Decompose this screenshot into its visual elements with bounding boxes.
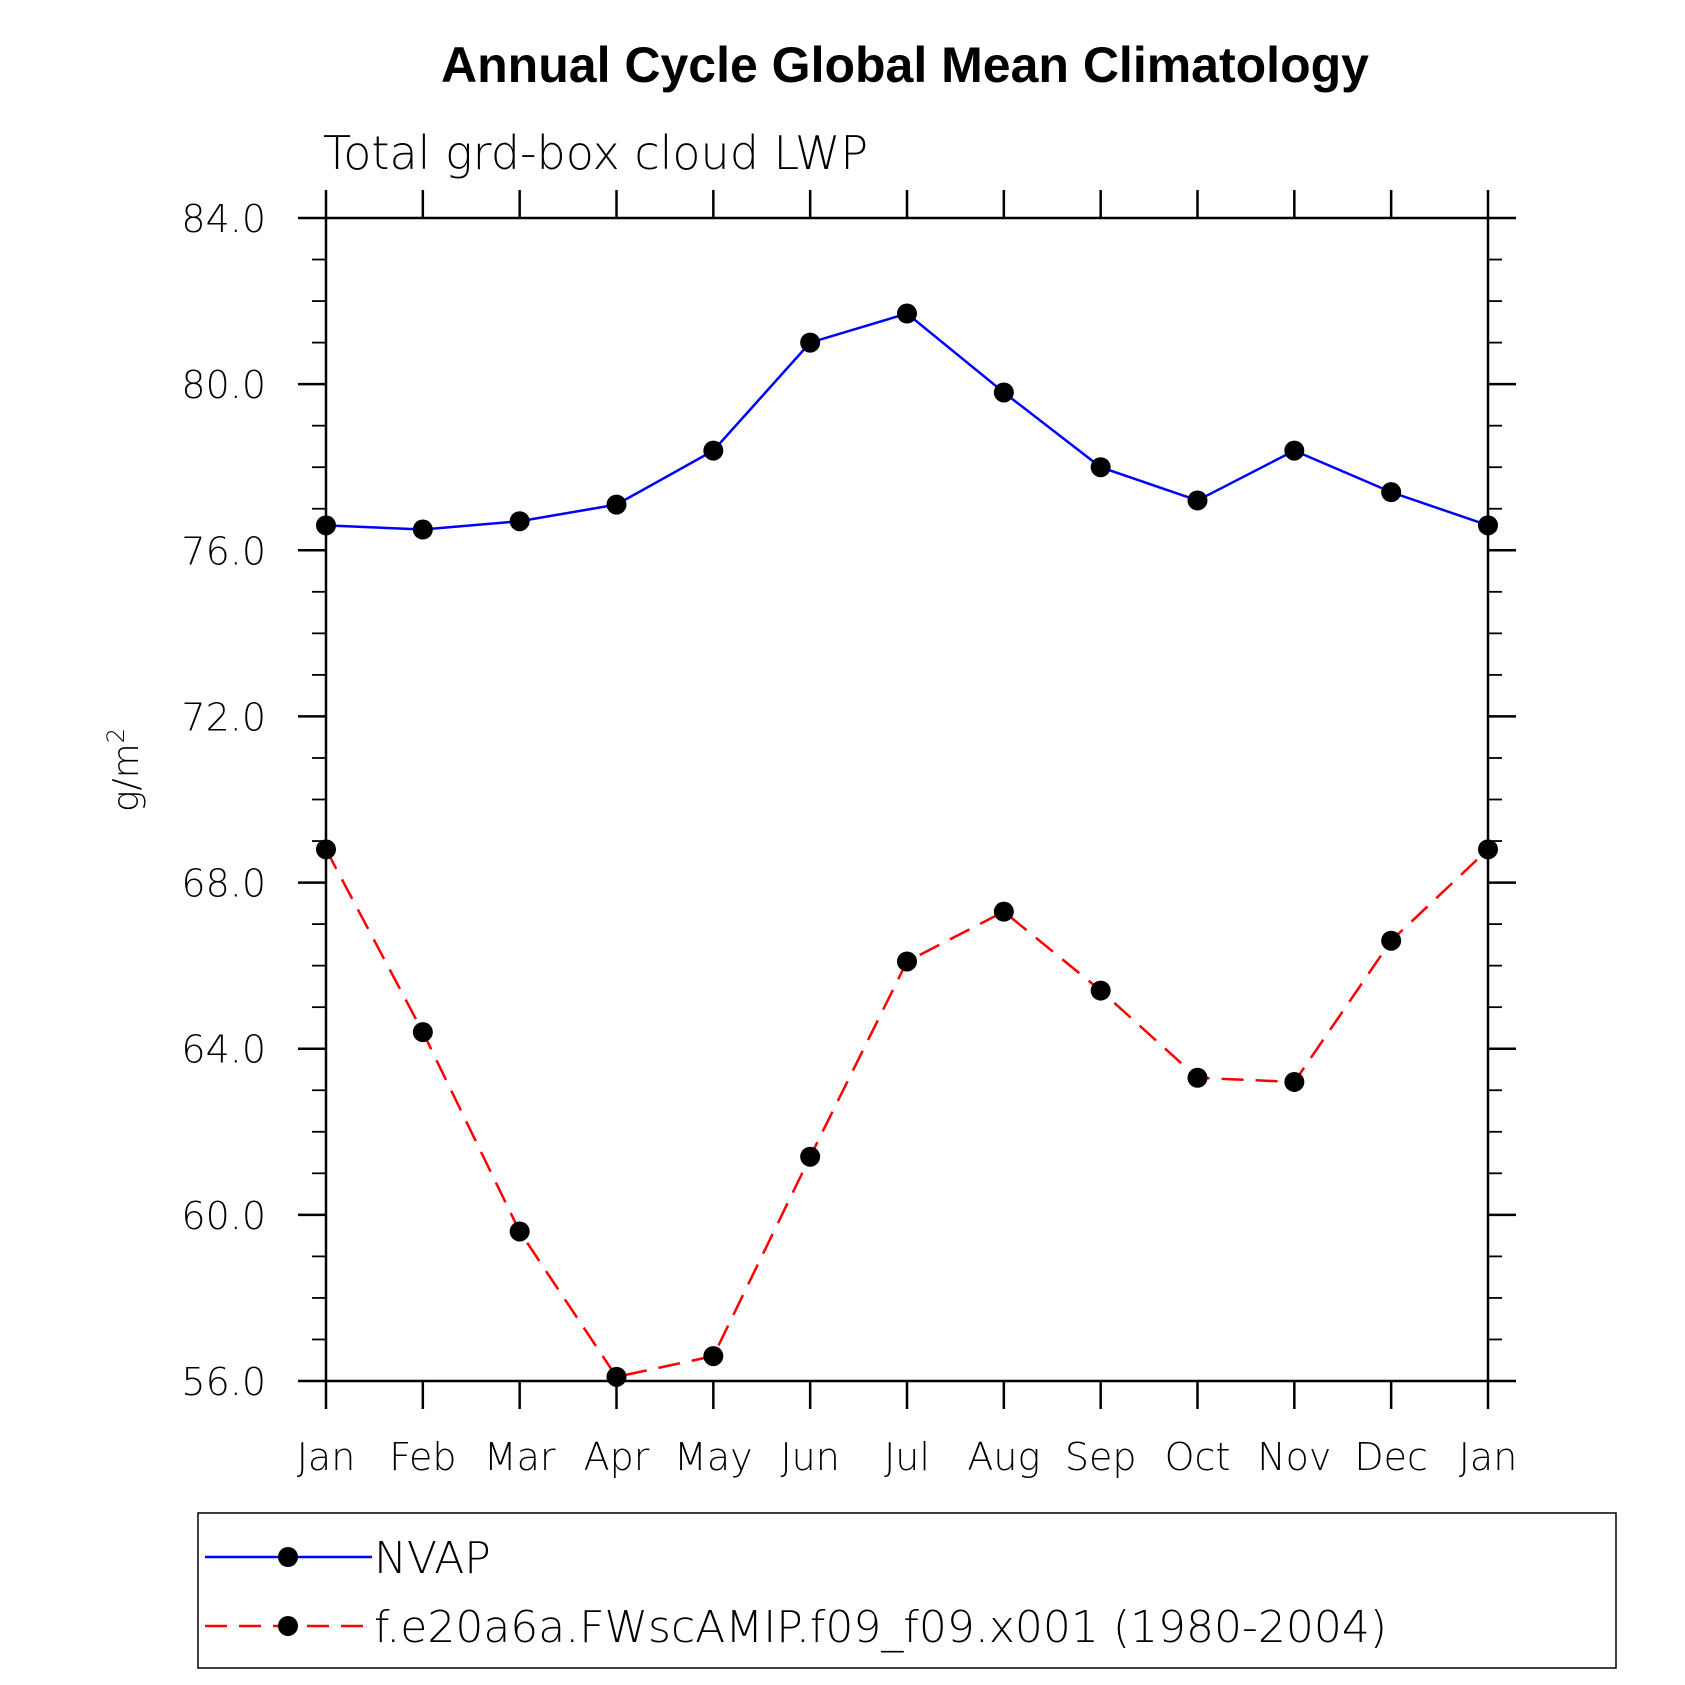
legend-entry: NVAP — [205, 1533, 491, 1584]
data-point — [412, 1022, 433, 1043]
data-point — [897, 951, 917, 972]
data-point — [316, 515, 336, 536]
x-tick-label: Aug — [967, 1435, 1040, 1479]
x-tick-label: Jan — [297, 1435, 356, 1479]
data-point — [1090, 980, 1111, 1001]
data-point — [1478, 515, 1498, 536]
data-point — [993, 382, 1014, 403]
series-1 — [316, 303, 1498, 540]
legend-entries: NVAP f.e20a6a.FWscAMIP.f09_f09.x001 (1980… — [205, 1533, 1387, 1653]
x-tick-label: Oct — [1165, 1435, 1231, 1479]
chart-title: Annual Cycle Global Mean Climatology — [441, 37, 1369, 93]
plot-border — [324, 216, 1490, 1383]
chart-subtitle: Total grd-box cloud LWP — [323, 126, 868, 180]
legend-entry: f.e20a6a.FWscAMIP.f09_f09.x001 (1980-200… — [205, 1602, 1387, 1653]
x-tick-label: Jun — [780, 1435, 839, 1479]
data-point — [703, 1346, 724, 1367]
y-tick-label: 84.0 — [181, 197, 266, 241]
x-tick-label: Nov — [1257, 1435, 1331, 1479]
legend-label: f.e20a6a.FWscAMIP.f09_f09.x001 (1980-200… — [374, 1602, 1387, 1653]
data-point — [1284, 1071, 1305, 1092]
series-2 — [316, 839, 1498, 1387]
data-point — [1090, 457, 1111, 478]
data-point — [606, 1366, 627, 1387]
y-tick-label: 64.0 — [181, 1028, 266, 1072]
series-layer — [316, 303, 1498, 1387]
x-tick-label: Dec — [1354, 1435, 1428, 1479]
x-tick-label: May — [674, 1435, 753, 1479]
y-tick-label: 72.0 — [181, 695, 266, 739]
axis-ticks — [298, 190, 1516, 1409]
data-point — [1381, 930, 1402, 951]
x-tick-label: Feb — [389, 1435, 456, 1479]
y-tick-labels: 56.0 60.0 64.0 68.0 72.0 76.0 80.0 84.0 — [181, 197, 266, 1404]
data-point — [1381, 482, 1402, 503]
legend-box — [197, 1512, 1617, 1669]
legend-label: NVAP — [374, 1533, 491, 1584]
legend-marker — [278, 1616, 298, 1636]
x-tick-label: Jan — [1459, 1435, 1518, 1479]
x-tick-label: Mar — [484, 1435, 556, 1479]
plot-frame — [324, 216, 1490, 1383]
x-tick-label: Jul — [884, 1435, 930, 1479]
y-tick-label: 68.0 — [181, 862, 266, 906]
x-tick-label: Sep — [1065, 1435, 1137, 1479]
data-point — [993, 901, 1014, 922]
data-point — [897, 303, 917, 324]
data-point — [316, 839, 336, 860]
legend: NVAP f.e20a6a.FWscAMIP.f09_f09.x001 (1980… — [197, 1512, 1617, 1669]
data-point — [509, 1221, 530, 1242]
data-point — [412, 519, 433, 540]
data-point — [800, 332, 821, 353]
y-tick-label: 60.0 — [181, 1194, 266, 1238]
data-point — [703, 440, 724, 461]
legend-marker — [278, 1547, 298, 1567]
y-tick-label: 80.0 — [181, 363, 266, 407]
svg-text:g/m2: g/m2 — [102, 728, 147, 812]
data-point — [1187, 490, 1208, 511]
data-point — [1187, 1067, 1208, 1088]
y-axis-label-base: g/m — [106, 743, 147, 812]
data-point — [509, 511, 530, 532]
data-point — [1478, 839, 1498, 860]
series-line — [325, 312, 1489, 531]
y-tick-label: 76.0 — [181, 529, 266, 573]
y-tick-label: 56.0 — [181, 1360, 266, 1404]
data-point — [606, 494, 627, 515]
series-line — [324, 848, 1489, 1379]
data-point — [800, 1146, 821, 1167]
x-tick-label: Apr — [584, 1435, 650, 1479]
x-tick-labels: Jan Feb Mar Apr May Jun Jul Aug Sep Oct Nov Dec Jan — [297, 1435, 1518, 1479]
data-point — [1284, 440, 1305, 461]
y-axis-label-superscript: 2 — [102, 728, 130, 743]
y-axis-label: g/m2 — [102, 728, 147, 812]
